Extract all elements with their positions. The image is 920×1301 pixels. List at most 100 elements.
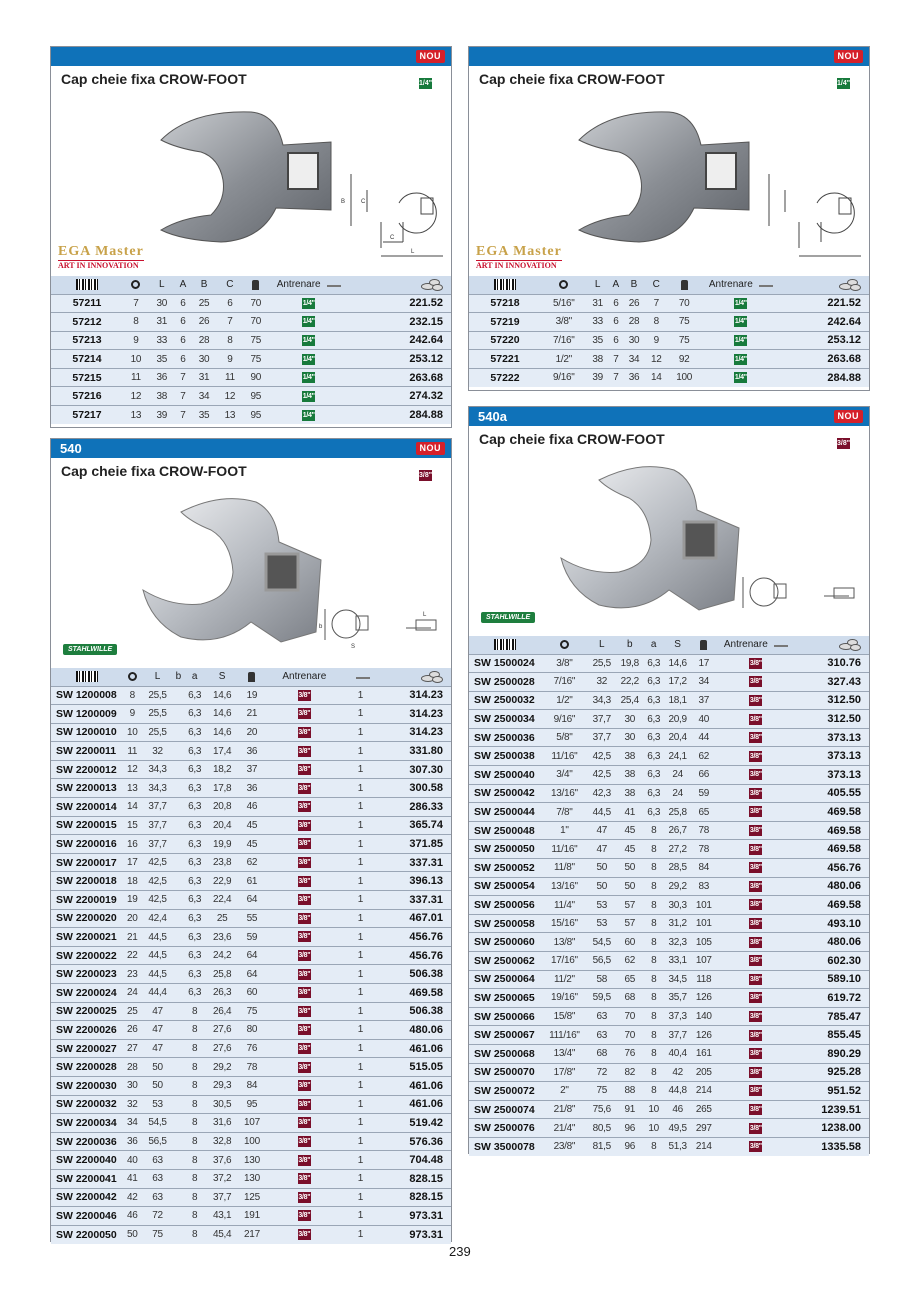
price: 461.06 (377, 1038, 451, 1058)
product-code: SW 2500050 (469, 839, 541, 859)
drive-badge: 1/4" (734, 297, 748, 309)
cell-pack: 1 (342, 1131, 378, 1151)
table-row: SW 2200014 14 37,7 6,3 20,8 46 3/8" 1 286.33 (51, 797, 451, 817)
table-row: SW 2200022 22 44,5 6,3 24,2 64 3/8" 1 456.76 (51, 945, 451, 965)
cell-a: 6,3 (183, 815, 207, 835)
cell-L: 34,3 (141, 778, 174, 798)
table-row: SW 2500042 13/16" 42,3 38 6,3 24 59 3/8" 405.55 (469, 783, 869, 803)
cell-C: 11 (216, 367, 243, 387)
drive-cell: 3/8" (715, 653, 796, 673)
cell-b (173, 1113, 184, 1133)
cell-C: 7 (216, 312, 243, 332)
cell-L: 39 (586, 367, 609, 387)
cell-g: 107 (238, 1113, 266, 1133)
cell-C: 8 (645, 312, 668, 332)
cell-size: 41 (123, 1168, 142, 1189)
drive-cell: 3/8" (265, 908, 343, 928)
product-code: SW 2200011 (51, 741, 123, 761)
table-row: SW 2500058 15/16" 53 57 8 31,2 101 3/8" 493.10 (469, 913, 869, 933)
cell-size: 28 (123, 1057, 142, 1077)
cell-b: 45 (615, 820, 644, 840)
cell-A: 6 (174, 330, 192, 350)
cell-S: 20,8 (206, 797, 239, 817)
cell-L: 25,5 (141, 685, 174, 705)
cell-g: 21 (238, 704, 266, 724)
cell-L: 63 (141, 1150, 174, 1170)
cell-L: 81,5 (587, 1136, 616, 1157)
drive-cell: 3/8" (715, 820, 796, 840)
price: 221.52 (348, 293, 451, 313)
table-row: 57216 12 38 7 34 12 95 1/4" 274.32 (51, 386, 451, 406)
cell-size: 11/2" (541, 969, 588, 989)
drive-badge: 3/8" (297, 838, 311, 850)
cell-pack: 1 (342, 741, 378, 761)
price: 456.76 (795, 858, 869, 878)
drive-badge: 3/8" (749, 732, 763, 744)
cell-L: 58 (587, 969, 616, 989)
drive-cell: 3/8" (265, 797, 343, 817)
cell-g: 297 (691, 1118, 716, 1138)
price: 456.76 (377, 927, 451, 947)
cell-g: 59 (238, 927, 266, 947)
cell-a: 6,3 (183, 983, 207, 1003)
cell-size: 24 (123, 983, 142, 1003)
cell-pack: 1 (342, 1075, 378, 1096)
cell-b (173, 871, 184, 891)
cell-A: 6 (608, 293, 623, 313)
drive-cell: 3/8" (715, 1043, 796, 1064)
drive-cell: 3/8" (715, 876, 796, 896)
cell-S: 14,6 (206, 722, 239, 742)
drive-cell: 3/8" (715, 932, 796, 952)
table-row: SW 2200025 25 47 8 26,4 75 3/8" 1 506.38 (51, 1001, 451, 1021)
drive-badge: 1/4" (734, 316, 748, 328)
coins-icon (837, 638, 861, 651)
cell-size: 13/16" (541, 876, 588, 896)
cell-g: 78 (691, 820, 716, 840)
price: 469.58 (795, 802, 869, 822)
cell-b (173, 778, 184, 798)
cell-S: 22,9 (206, 871, 239, 891)
price: 704.48 (377, 1150, 451, 1170)
price: 310.76 (795, 653, 869, 673)
table-row: SW 2200026 26 47 8 27,6 80 3/8" 1 480.06 (51, 1020, 451, 1040)
stahlwille-logo: STAHLWILLE (63, 644, 118, 655)
table-row: SW 2500052 11/8" 50 50 8 28,5 84 3/8" 456.76 (469, 858, 869, 878)
cell-size: 9 (123, 704, 142, 724)
cell-size: 7/8" (541, 802, 588, 822)
price: 785.47 (795, 1006, 869, 1026)
cell-L: 39 (148, 405, 175, 425)
price: 493.10 (795, 913, 869, 933)
svg-text:S: S (351, 644, 355, 650)
product-code: SW 2200026 (51, 1020, 123, 1040)
cell-S: 33,1 (663, 951, 692, 971)
product-code: SW 2500054 (469, 876, 541, 896)
product-code: SW 2200021 (51, 927, 123, 947)
svg-text:L: L (423, 612, 427, 618)
price: 925.28 (795, 1062, 869, 1082)
drive-badge: 3/8" (297, 1043, 311, 1054)
cell-B: 34 (191, 386, 217, 406)
price: 828.15 (377, 1168, 451, 1189)
cell-g: 36 (238, 741, 266, 761)
cell-g: 130 (238, 1150, 266, 1170)
cell-S: 32,8 (206, 1131, 239, 1151)
stahlwille-logo: STAHLWILLE (481, 612, 536, 623)
cell-a: 6,3 (183, 852, 207, 872)
price: 284.88 (780, 367, 869, 387)
drive-badge: 3/8" (749, 787, 763, 799)
drive-cell: 3/8" (265, 1001, 343, 1021)
cell-L: 53 (141, 1094, 174, 1114)
cell-a: 8 (183, 1094, 207, 1114)
cell-pack: 1 (342, 983, 378, 1003)
crowfoot-wrench-image: B C C L (159, 111, 443, 257)
product-code: SW 2500067 (469, 1025, 541, 1045)
cell-L: 32 (587, 672, 616, 692)
cell-L: 72 (141, 1206, 174, 1226)
table-row: SW 2500067 111/16" 63 70 8 37,7 126 3/8" 855.45 (469, 1025, 869, 1045)
product-code: SW 2200025 (51, 1001, 123, 1021)
cell-g: 60 (238, 983, 266, 1003)
cell-b: 70 (615, 1006, 644, 1026)
cell-S: 17,8 (206, 778, 239, 798)
table-row: SW 2500066 15/8" 63 70 8 37,3 140 3/8" 785.47 (469, 1006, 869, 1026)
cell-pack: 1 (342, 685, 378, 705)
